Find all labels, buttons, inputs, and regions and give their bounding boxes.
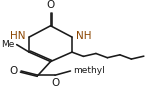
Text: O: O (46, 0, 55, 10)
Text: methyl: methyl (73, 66, 104, 75)
Text: Me: Me (1, 40, 15, 49)
Text: O: O (52, 78, 60, 88)
Text: O: O (10, 66, 18, 75)
Text: HN: HN (10, 31, 25, 41)
Text: NH: NH (76, 31, 91, 41)
